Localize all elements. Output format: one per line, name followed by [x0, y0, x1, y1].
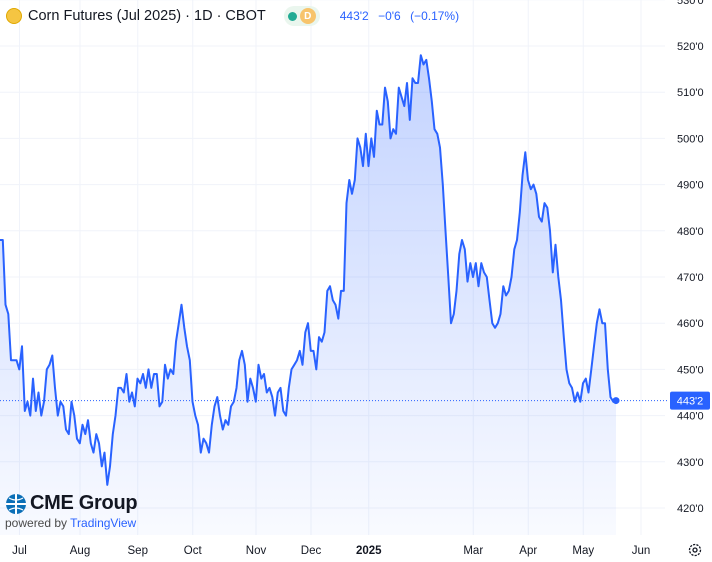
powered-by-text: powered by — [5, 516, 68, 530]
x-tick-label: Mar — [463, 545, 483, 557]
symbol-title[interactable]: Corn Futures (Jul 2025) · 1D · CBOT — [28, 8, 266, 24]
y-tick-label: 440'0 — [677, 411, 704, 423]
quote-readout: 443'2 −0'6 (−0.17%) — [340, 9, 465, 23]
corn-symbol-icon — [6, 8, 22, 24]
powered-by: powered by TradingView — [5, 516, 137, 530]
x-tick-label: Jun — [632, 545, 651, 557]
tradingview-link[interactable]: TradingView — [70, 516, 137, 530]
price-change-percent: (−0.17%) — [410, 9, 460, 23]
y-tick-label: 470'0 — [677, 272, 704, 284]
y-tick-label: 480'0 — [677, 226, 704, 238]
y-tick-label: 510'0 — [677, 87, 704, 99]
price-change: −0'6 — [378, 9, 401, 23]
x-tick-label: Jul — [12, 545, 27, 557]
last-price-tag — [670, 391, 710, 410]
last-price-tag-label: 443'2 — [677, 396, 704, 408]
cme-brand: CME Group — [30, 492, 138, 514]
x-tick-label: May — [572, 545, 594, 557]
data-badge: D — [299, 8, 316, 24]
market-open-icon — [287, 11, 297, 21]
x-tick-label: Sep — [128, 545, 148, 557]
series-area — [0, 55, 616, 535]
settings-gear-icon[interactable] — [687, 542, 703, 558]
series-line — [0, 54, 616, 486]
y-tick-label: 460'0 — [677, 318, 704, 330]
x-tick-label: Dec — [301, 545, 322, 557]
y-tick-label: 420'0 — [677, 503, 704, 515]
y-tick-label: 500'0 — [677, 133, 704, 145]
cme-globe-icon — [6, 493, 26, 514]
y-tick-label: 530'0 — [677, 0, 704, 7]
x-tick-label: 2025 — [356, 545, 382, 557]
x-tick-label: Aug — [70, 545, 90, 557]
cme-logo[interactable]: CME Group powered by TradingView — [5, 492, 138, 530]
chart-header: Corn Futures (Jul 2025) · 1D · CBOT D 44… — [6, 4, 465, 28]
x-tick-label: Apr — [519, 545, 537, 557]
last-price-dot — [612, 397, 620, 405]
y-tick-label: 430'0 — [677, 457, 704, 469]
y-tick-label: 450'0 — [677, 364, 704, 376]
x-tick-label: Oct — [184, 545, 203, 557]
last-price: 443'2 — [339, 9, 369, 23]
market-status[interactable]: D — [283, 6, 320, 26]
y-tick-label: 520'0 — [677, 41, 704, 53]
x-tick-label: Nov — [246, 545, 267, 557]
y-tick-label: 490'0 — [677, 180, 704, 192]
